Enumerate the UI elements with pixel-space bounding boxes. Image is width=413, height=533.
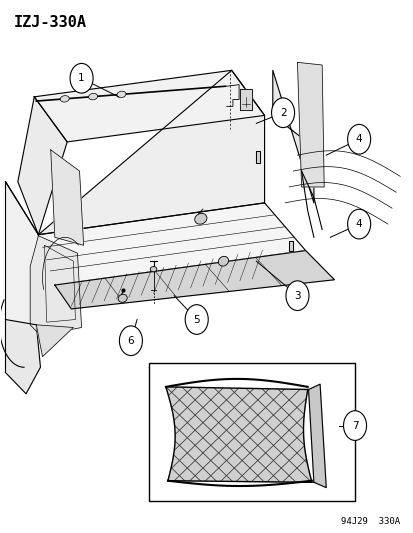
Ellipse shape [88, 93, 97, 100]
Polygon shape [36, 325, 73, 357]
Text: 7: 7 [351, 421, 358, 431]
Ellipse shape [118, 294, 127, 302]
Text: 4: 4 [355, 134, 362, 144]
Polygon shape [289, 241, 293, 251]
Polygon shape [51, 150, 83, 245]
Bar [149, 363, 354, 501]
Circle shape [347, 209, 370, 239]
Polygon shape [308, 384, 325, 488]
Ellipse shape [194, 213, 206, 224]
Polygon shape [297, 62, 323, 187]
Ellipse shape [116, 91, 126, 98]
Circle shape [347, 124, 370, 154]
Ellipse shape [60, 95, 69, 102]
Polygon shape [38, 70, 264, 235]
Ellipse shape [150, 266, 157, 272]
Polygon shape [256, 151, 259, 163]
Polygon shape [18, 97, 67, 235]
Ellipse shape [218, 256, 228, 266]
Text: 3: 3 [294, 290, 300, 301]
Circle shape [70, 63, 93, 93]
Text: 4: 4 [355, 219, 362, 229]
Polygon shape [272, 70, 313, 203]
Text: 1: 1 [78, 73, 85, 83]
Text: IZJ-330A: IZJ-330A [14, 14, 86, 30]
Text: 6: 6 [127, 336, 134, 346]
Polygon shape [38, 203, 305, 285]
Circle shape [185, 305, 208, 334]
Polygon shape [55, 251, 334, 309]
Polygon shape [5, 182, 38, 367]
Polygon shape [5, 319, 40, 394]
Polygon shape [30, 236, 81, 335]
Text: 2: 2 [279, 108, 286, 118]
Circle shape [119, 326, 142, 356]
Text: 5: 5 [193, 314, 199, 325]
Circle shape [271, 98, 294, 127]
Circle shape [285, 281, 308, 311]
Circle shape [343, 411, 366, 440]
Polygon shape [34, 70, 264, 142]
Text: 94J29  330A: 94J29 330A [340, 518, 399, 526]
Polygon shape [166, 387, 311, 482]
Polygon shape [239, 89, 252, 110]
